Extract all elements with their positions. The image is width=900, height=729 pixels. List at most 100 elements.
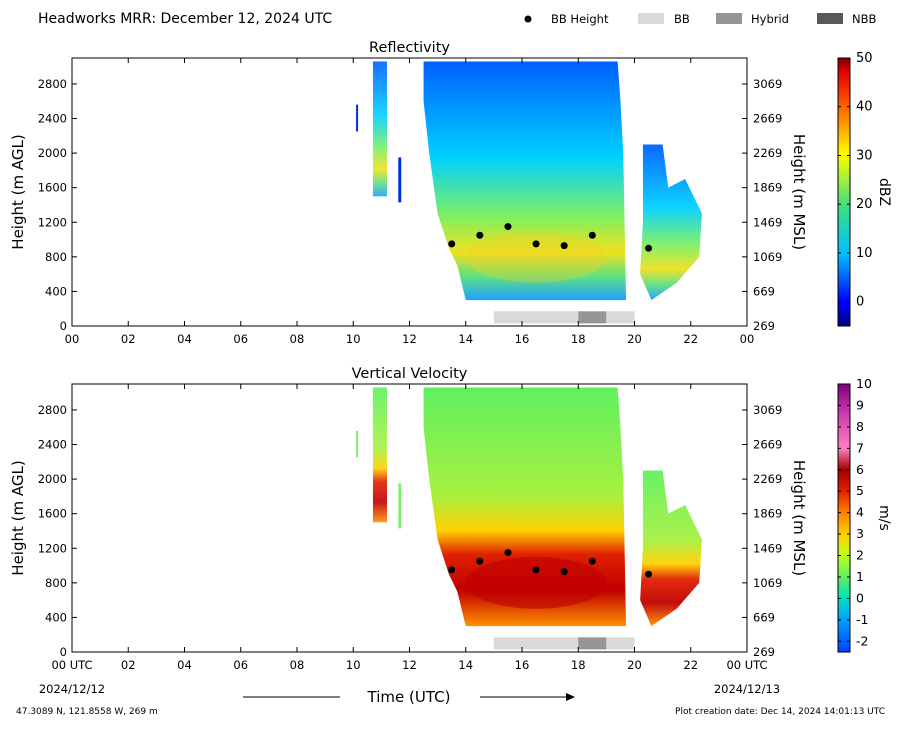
- colorbar-tick-label: 6: [856, 462, 864, 477]
- x-tick-label: 08: [290, 658, 305, 672]
- y-axis-label-right: Height (m MSL): [790, 460, 808, 576]
- colorbar-tick-label: 30: [856, 148, 873, 163]
- legend-bb-swatch: [638, 13, 664, 24]
- y-tick-label-right: 1469: [753, 541, 782, 555]
- y-tick-label-right: 2669: [753, 438, 782, 452]
- y-tick-label-right: 3069: [753, 403, 782, 417]
- y-tick-label: 2400: [38, 438, 67, 452]
- echo-band: [372, 61, 387, 197]
- bb-height-point: [645, 570, 653, 578]
- colorbar-tick-label: 5: [856, 483, 864, 498]
- bb-height-point: [476, 557, 484, 565]
- x-tick-label: 12: [402, 332, 417, 346]
- y-tick-label: 1600: [38, 507, 67, 521]
- legend: BB Height BB Hybrid NBB: [524, 12, 876, 26]
- x-tick-label: 18: [571, 658, 586, 672]
- x-tick-label: 02: [121, 332, 136, 346]
- bb-height-point: [645, 244, 653, 252]
- x-tick-label: 22: [683, 332, 698, 346]
- bb-height-point: [560, 242, 568, 250]
- colorbar-tick-label: 2: [856, 548, 864, 563]
- colorbar-tick-label: 0: [856, 295, 864, 310]
- bb-height-point: [588, 557, 596, 565]
- echo-streak: [398, 157, 402, 203]
- y-tick-label-right: 669: [753, 284, 775, 298]
- y-tick-label: 0: [60, 319, 67, 333]
- bb-type-segment: [578, 637, 607, 650]
- bb-type-segment: [493, 311, 579, 324]
- colorbar: [837, 57, 851, 327]
- y-tick-label-right: 1469: [753, 215, 782, 229]
- data-field: [356, 61, 702, 301]
- colorbar-tick-label: 50: [856, 51, 873, 66]
- colorbar-label: m/s: [876, 505, 892, 531]
- core-region: [465, 230, 607, 283]
- x-tick-label: 14: [458, 658, 473, 672]
- colorbar-tick-label: 10: [856, 376, 872, 391]
- x-tick-label: 18: [571, 332, 586, 346]
- echo-streak: [356, 430, 359, 458]
- y-tick-label: 400: [45, 284, 67, 298]
- x-tick-label: 06: [233, 332, 248, 346]
- x-tick-label: 22: [683, 658, 698, 672]
- colorbar-tick-label: -1: [856, 612, 868, 627]
- echo-band: [372, 387, 387, 523]
- bb-height-point: [448, 566, 456, 574]
- legend-hybrid-label: Hybrid: [751, 12, 789, 26]
- echo-streak: [398, 483, 402, 529]
- y-tick-label: 2800: [38, 77, 67, 91]
- bb-type-segment: [493, 637, 579, 650]
- creation-date-text: Plot creation date: Dec 14, 2024 14:01:1…: [675, 707, 885, 717]
- main-echo-region: [423, 61, 627, 301]
- y-axis-label: Height (m AGL): [9, 460, 27, 575]
- y-tick-label-right: 269: [753, 319, 775, 333]
- y-tick-label-right: 2269: [753, 472, 782, 486]
- x-tick-label: 00: [65, 332, 80, 346]
- legend-nbb-label: NBB: [852, 12, 876, 26]
- y-tick-label: 400: [45, 610, 67, 624]
- y-tick-label: 2400: [38, 112, 67, 126]
- x-tick-label: 20: [627, 658, 642, 672]
- x-date-right: 2024/12/13: [714, 682, 780, 696]
- echo-streak: [356, 104, 359, 132]
- x-tick-label: 04: [177, 332, 192, 346]
- y-tick-label-right: 3069: [753, 77, 782, 91]
- legend-bb-height-marker: [524, 15, 532, 23]
- x-tick-label: 14: [458, 332, 473, 346]
- colorbar-label: dBZ: [876, 178, 892, 206]
- colorbar-tick-label: 7: [856, 440, 864, 455]
- y-tick-label: 1200: [38, 215, 67, 229]
- colorbar-tick-label: 10: [856, 246, 873, 261]
- colorbar: [837, 383, 851, 653]
- y-tick-label-right: 1069: [753, 576, 782, 590]
- y-tick-label-right: 1869: [753, 181, 782, 195]
- y-tick-label-right: 269: [753, 645, 775, 659]
- late-echo-region: [640, 144, 702, 301]
- legend-hybrid-swatch: [716, 13, 742, 24]
- x-date-left: 2024/12/12: [39, 682, 105, 696]
- x-tick-label: 00 UTC: [726, 658, 767, 672]
- colorbar-tick-label: 3: [856, 526, 864, 541]
- y-tick-label: 1200: [38, 541, 67, 555]
- colorbar-tick-label: -2: [856, 633, 868, 648]
- x-tick-label: 00: [740, 332, 755, 346]
- colorbar-tick-label: 40: [856, 100, 873, 115]
- legend-bb-label: BB: [674, 12, 690, 26]
- x-tick-label: 16: [515, 332, 530, 346]
- y-tick-label: 2000: [38, 146, 67, 160]
- location-text: 47.3089 N, 121.8558 W, 269 m: [16, 707, 158, 717]
- late-echo-region: [640, 470, 702, 627]
- panel-title: Reflectivity: [369, 40, 450, 56]
- x-axis-arrowhead: [566, 693, 575, 701]
- y-axis-label: Height (m AGL): [9, 134, 27, 249]
- bb-type-segment: [606, 311, 635, 324]
- bb-height-point: [504, 223, 512, 231]
- bb-type-segment: [578, 311, 607, 324]
- colorbar-tick-label: 0: [856, 590, 864, 605]
- legend-bb-height-label: BB Height: [551, 12, 609, 26]
- y-axis-label-right: Height (m MSL): [790, 134, 808, 250]
- colorbar-tick-label: 8: [856, 419, 864, 434]
